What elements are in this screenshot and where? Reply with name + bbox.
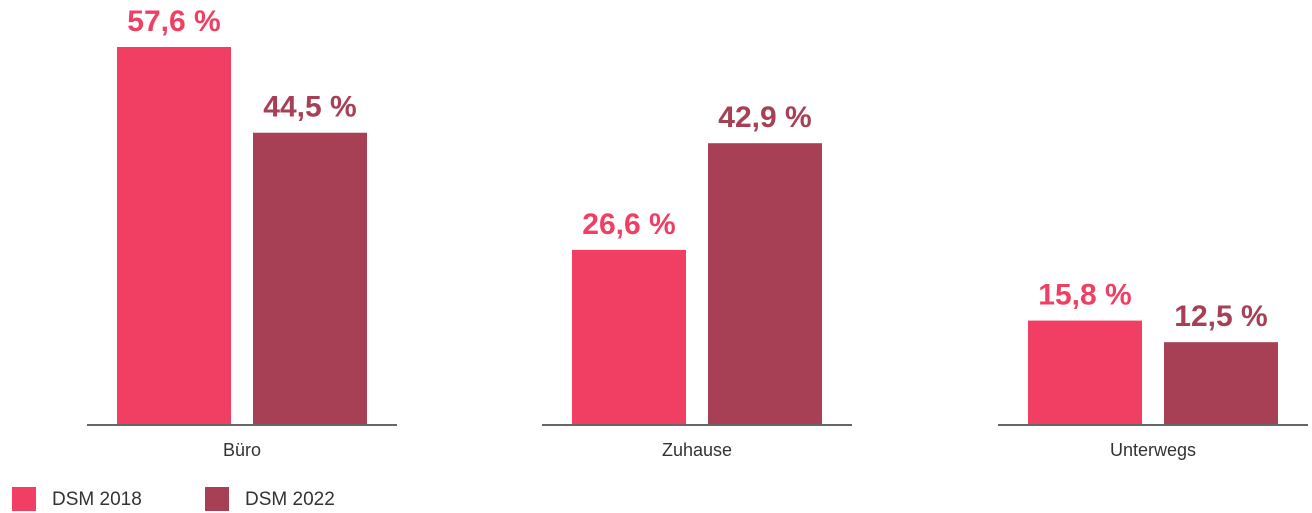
value-label: 44,5 % <box>263 91 356 124</box>
value-label: 15,8 % <box>1038 279 1131 312</box>
x-tick-label: Büro <box>223 440 261 460</box>
bar <box>117 47 231 424</box>
bar <box>1164 342 1278 424</box>
value-label: 26,6 % <box>582 208 675 241</box>
value-label: 12,5 % <box>1174 300 1267 333</box>
bar <box>1028 320 1142 424</box>
value-label: 57,6 % <box>127 5 220 38</box>
legend-swatch <box>205 487 229 511</box>
bar <box>253 132 367 424</box>
value-label: 42,9 % <box>718 101 811 134</box>
legend-label: DSM 2022 <box>245 489 335 510</box>
x-tick-label: Zuhause <box>662 440 732 460</box>
bar <box>708 143 822 424</box>
bar <box>572 249 686 424</box>
legend-label: DSM 2018 <box>52 489 142 510</box>
x-tick-label: Unterwegs <box>1110 440 1196 460</box>
legend-swatch <box>12 487 36 511</box>
